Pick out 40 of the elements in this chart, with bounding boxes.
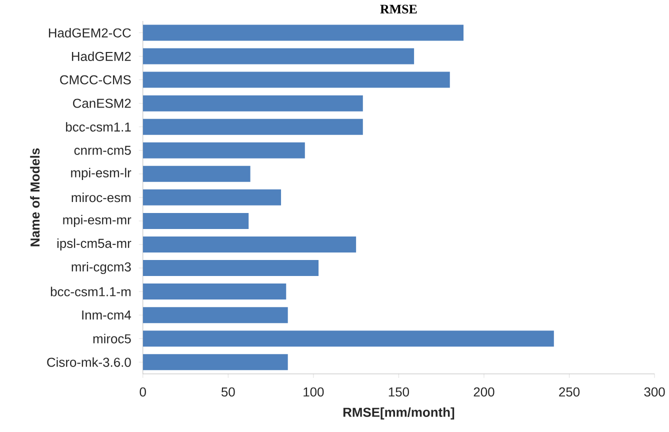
x-tick-label: 0 [140,387,146,397]
bar [142,212,249,229]
bar [142,189,282,206]
bar [142,354,288,370]
y-tick-label: CanESM2 [73,98,131,108]
bar [142,24,464,41]
bar [142,72,450,88]
bar [142,48,414,64]
x-axis-title: RMSE[mm/month] [343,407,454,420]
bar [142,118,363,135]
y-tick-label: miroc5 [93,334,131,344]
y-tick-label: CMCC-CMS [60,75,131,84]
bar [142,142,305,158]
y-tick-label: mpi-esm-mr [63,214,132,227]
y-tick-label: bcc-csm1.1 [66,122,131,132]
y-tick-label: HadGEM2-CC [48,28,131,38]
y-tick-label: mri-cgcm3 [72,262,131,274]
x-tick-label: 100 [304,387,324,397]
x-tick-label: 150 [388,387,410,397]
bar [142,166,250,182]
y-tick-label: Cisro-mk-3.6.0 [47,357,131,367]
bar [142,330,554,347]
x-tick-label: 300 [644,387,665,397]
x-tick-label: 50 [221,387,235,397]
y-tick-label: miroc-esm [72,192,131,202]
x-tick-label: 250 [559,387,580,397]
y-tick-label: ipsl-cm5a-mr [57,238,132,251]
bar [142,260,319,276]
y-tick-label: Inm-cm4 [82,310,132,320]
y-axis-title: Name of Models [30,148,40,246]
bar [142,284,286,300]
bar [142,95,363,112]
y-tick-label: bcc-csm1.1-m [50,286,131,296]
y-tick-label: HadGEM2 [72,52,131,62]
x-tick-label: 200 [474,387,494,397]
bar [142,236,356,252]
y-tick-label: mpi-esm-lr [71,168,132,180]
bar [142,307,288,324]
chart-title: RMSE [380,4,417,14]
y-tick-label: cnrm-cm5 [74,146,131,155]
